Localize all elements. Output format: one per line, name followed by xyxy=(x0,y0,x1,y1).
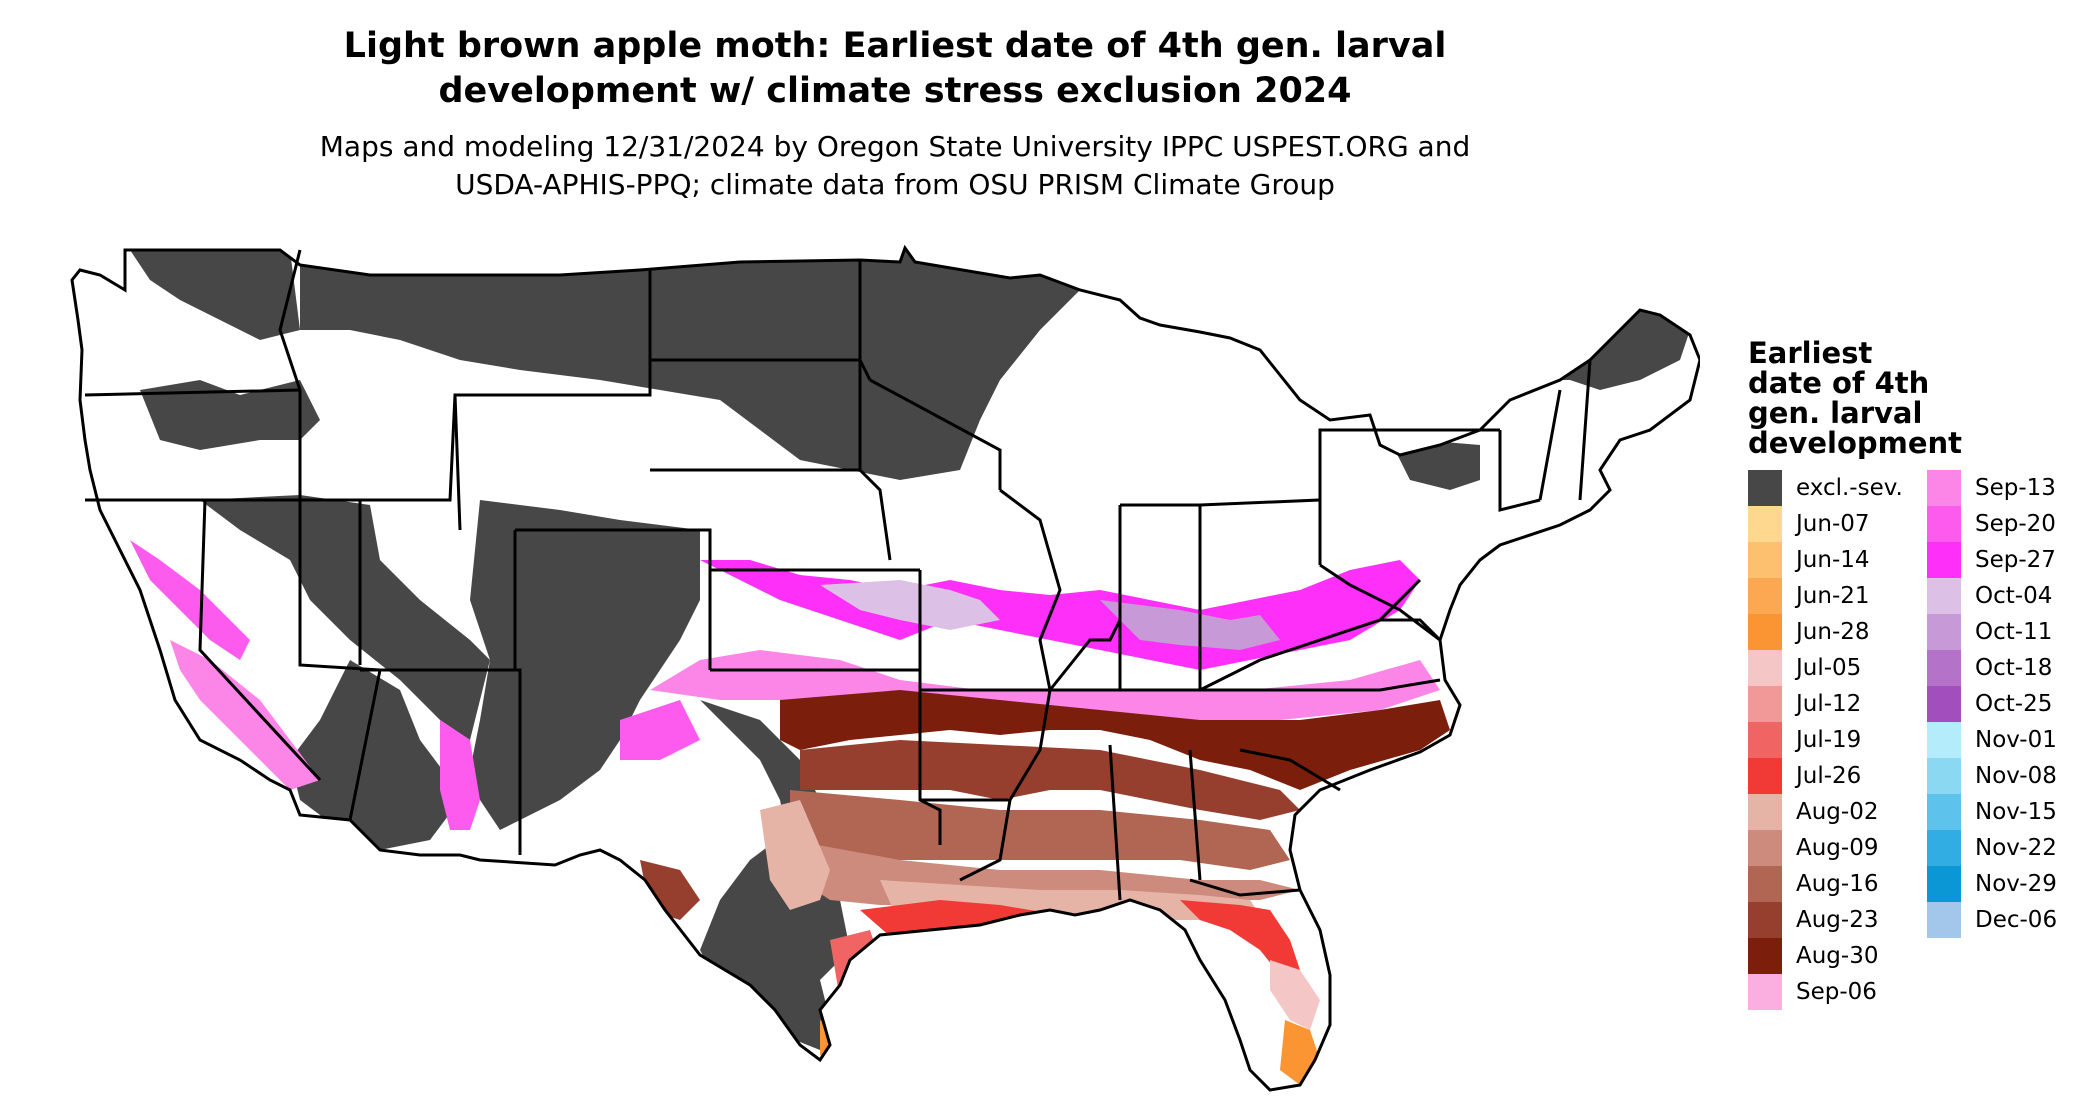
legend-item: Jun-28 xyxy=(1748,614,1903,650)
raster-layer xyxy=(60,235,1700,1115)
legend-label: excl.-sev. xyxy=(1796,470,1903,506)
legend-title: Earliest date of 4th gen. larval develop… xyxy=(1748,338,1978,458)
title-line-2: development w/ climate stress exclusion … xyxy=(0,69,1790,114)
legend-swatch xyxy=(1927,830,1961,866)
legend-item: Sep-13 xyxy=(1927,470,2057,506)
legend-label: Jul-12 xyxy=(1796,686,1861,722)
legend-label: Oct-11 xyxy=(1975,614,2052,650)
title-line-1: Light brown apple moth: Earliest date of… xyxy=(0,24,1790,69)
legend-label: Sep-13 xyxy=(1975,470,2056,506)
legend-label: Jun-28 xyxy=(1796,614,1870,650)
legend-item: Aug-16 xyxy=(1748,866,1903,902)
legend-swatch xyxy=(1927,758,1961,794)
legend-title-line-2: date of 4th xyxy=(1748,368,1978,398)
legend-swatch xyxy=(1748,974,1782,1010)
legend-item: Aug-02 xyxy=(1748,794,1903,830)
legend-swatch xyxy=(1927,686,1961,722)
legend-item: excl.-sev. xyxy=(1748,470,1903,506)
legend-swatch xyxy=(1748,578,1782,614)
legend-swatch xyxy=(1748,794,1782,830)
legend-item: Aug-23 xyxy=(1748,902,1903,938)
map-subtitle: Maps and modeling 12/31/2024 by Oregon S… xyxy=(0,128,1790,204)
legend-swatch xyxy=(1927,470,1961,506)
map-title: Light brown apple moth: Earliest date of… xyxy=(0,24,1790,114)
legend-swatch xyxy=(1927,542,1961,578)
legend-label: Nov-29 xyxy=(1975,866,2057,902)
legend-column-2: Sep-13 Sep-20 Sep-27 Oct-04 Oct-11 Oct-18 Oct-… xyxy=(1927,470,2057,938)
legend-label: Nov-01 xyxy=(1975,722,2057,758)
legend-item: Oct-11 xyxy=(1927,614,2057,650)
legend-swatch xyxy=(1748,686,1782,722)
legend-item: Nov-08 xyxy=(1927,758,2057,794)
legend-item: Jul-05 xyxy=(1748,650,1903,686)
legend-swatch xyxy=(1748,470,1782,506)
legend-label: Jun-07 xyxy=(1796,506,1870,542)
legend-swatch xyxy=(1748,722,1782,758)
legend-item: Jul-12 xyxy=(1748,686,1903,722)
legend-swatch xyxy=(1927,650,1961,686)
legend-item: Sep-27 xyxy=(1927,542,2057,578)
us-map xyxy=(60,235,1700,1115)
legend-label: Nov-15 xyxy=(1975,794,2057,830)
legend-item: Jun-14 xyxy=(1748,542,1903,578)
subtitle-line-1: Maps and modeling 12/31/2024 by Oregon S… xyxy=(0,128,1790,166)
legend-label: Sep-20 xyxy=(1975,506,2056,542)
legend-item: Jun-07 xyxy=(1748,506,1903,542)
legend-swatch xyxy=(1927,722,1961,758)
legend-label: Nov-08 xyxy=(1975,758,2057,794)
legend-swatch xyxy=(1748,830,1782,866)
legend-item: Jul-19 xyxy=(1748,722,1903,758)
legend-label: Dec-06 xyxy=(1975,902,2057,938)
legend-swatch xyxy=(1927,866,1961,902)
legend-label: Aug-23 xyxy=(1796,902,1878,938)
legend-item: Jun-21 xyxy=(1748,578,1903,614)
legend-swatch xyxy=(1927,794,1961,830)
legend-swatch xyxy=(1748,866,1782,902)
legend-title-line-4: development xyxy=(1748,428,1978,458)
legend-label: Jun-21 xyxy=(1796,578,1870,614)
legend-swatch xyxy=(1927,902,1961,938)
legend-label: Oct-25 xyxy=(1975,686,2052,722)
legend-label: Jul-05 xyxy=(1796,650,1861,686)
legend-label: Aug-02 xyxy=(1796,794,1878,830)
legend-label: Aug-16 xyxy=(1796,866,1878,902)
legend-item: Nov-29 xyxy=(1927,866,2057,902)
legend-item: Sep-06 xyxy=(1748,974,1903,1010)
subtitle-line-2: USDA-APHIS-PPQ; climate data from OSU PR… xyxy=(0,166,1790,204)
legend-swatch xyxy=(1748,614,1782,650)
legend-title-line-1: Earliest xyxy=(1748,338,1978,368)
legend-label: Oct-18 xyxy=(1975,650,2052,686)
legend-swatch xyxy=(1748,506,1782,542)
legend-title-line-3: gen. larval xyxy=(1748,398,1978,428)
legend-item: Oct-18 xyxy=(1927,650,2057,686)
legend-label: Jun-14 xyxy=(1796,542,1870,578)
legend-label: Sep-27 xyxy=(1975,542,2056,578)
legend-item: Nov-01 xyxy=(1927,722,2057,758)
legend-swatch xyxy=(1927,506,1961,542)
legend-label: Aug-30 xyxy=(1796,938,1878,974)
legend-item: Nov-22 xyxy=(1927,830,2057,866)
legend-swatch xyxy=(1748,758,1782,794)
legend-label: Jul-26 xyxy=(1796,758,1861,794)
legend-swatch xyxy=(1748,542,1782,578)
legend-swatch xyxy=(1748,938,1782,974)
legend-label: Sep-06 xyxy=(1796,974,1877,1010)
legend-item: Jul-26 xyxy=(1748,758,1903,794)
legend-swatch xyxy=(1748,902,1782,938)
legend-item: Sep-20 xyxy=(1927,506,2057,542)
legend-swatch xyxy=(1927,578,1961,614)
legend-swatch xyxy=(1748,650,1782,686)
legend-item: Dec-06 xyxy=(1927,902,2057,938)
legend-label: Oct-04 xyxy=(1975,578,2052,614)
legend-item: Aug-30 xyxy=(1748,938,1903,974)
legend-item: Nov-15 xyxy=(1927,794,2057,830)
legend-swatch xyxy=(1927,614,1961,650)
legend-item: Oct-25 xyxy=(1927,686,2057,722)
legend-item: Aug-09 xyxy=(1748,830,1903,866)
legend-item: Oct-04 xyxy=(1927,578,2057,614)
legend-column-1: excl.-sev. Jun-07 Jun-14 Jun-21 Jun-28 Jul-05… xyxy=(1748,470,1903,1010)
legend-label: Jul-19 xyxy=(1796,722,1861,758)
legend-label: Aug-09 xyxy=(1796,830,1878,866)
legend-label: Nov-22 xyxy=(1975,830,2057,866)
